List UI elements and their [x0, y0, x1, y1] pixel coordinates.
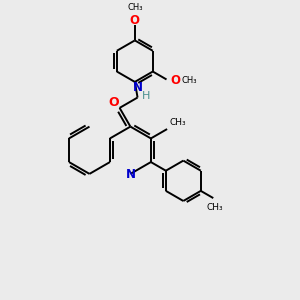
Text: CH₃: CH₃ — [182, 76, 197, 85]
Text: CH₃: CH₃ — [206, 203, 223, 212]
Text: N: N — [133, 81, 142, 94]
Text: CH₃: CH₃ — [169, 118, 186, 127]
Text: O: O — [130, 14, 140, 27]
Text: CH₃: CH₃ — [127, 4, 142, 13]
Text: H: H — [142, 92, 150, 101]
Text: N: N — [125, 168, 135, 181]
Text: O: O — [108, 96, 119, 109]
Text: O: O — [170, 74, 180, 87]
